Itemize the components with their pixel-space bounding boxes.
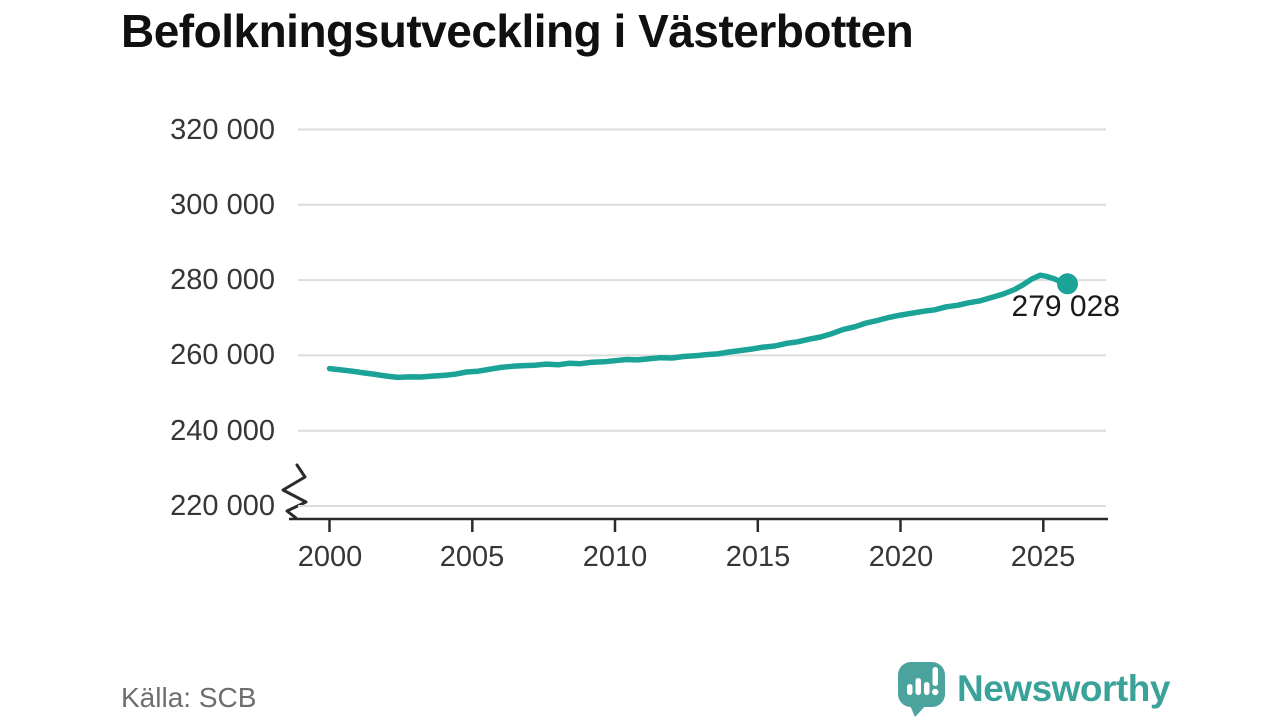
x-tick-label: 2025 [1010,541,1076,573]
x-tick-label: 2015 [725,541,791,573]
population-line [326,272,1071,381]
gridlines [298,128,1106,507]
y-tick-label: 220 000 [170,490,275,522]
newsworthy-logo: Newsworthy [897,659,1170,719]
y-tick-label: 300 000 [170,189,275,221]
x-tick-label: 2010 [582,541,648,573]
source-note: Källa: SCB [121,682,257,713]
brand-name: Newsworthy [957,668,1170,709]
data-series [326,272,1078,381]
chart-title: Befolkningsutveckling i Västerbotten [121,5,914,57]
y-tick-label: 240 000 [170,415,275,447]
y-tick-label: 280 000 [170,264,275,296]
x-tick-label: 2000 [297,541,363,573]
axis-break-icon [281,463,308,520]
end-value-label: 279 028 [1011,290,1120,323]
endpoint-dot [1057,273,1078,295]
axis-ticks [328,519,1045,532]
newsworthy-bubble-chart-icon [898,662,945,717]
y-tick-label: 320 000 [170,114,275,146]
x-tick-label: 2005 [439,541,505,573]
x-tick-label: 2020 [868,541,934,573]
y-tick-label: 260 000 [170,339,275,371]
